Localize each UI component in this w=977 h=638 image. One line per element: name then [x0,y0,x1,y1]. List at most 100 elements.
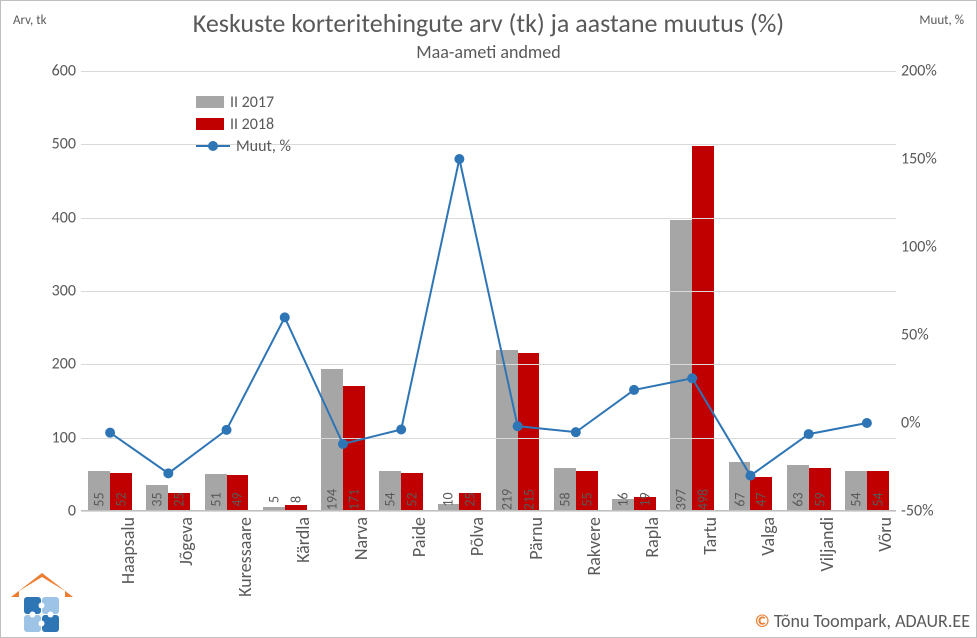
legend-marker-icon [208,141,218,151]
bar-value-label: 35 [149,492,166,506]
bar: 52 [110,473,132,511]
bar-value-label: 194 [324,489,341,510]
bar: 25 [168,493,190,511]
bar-value-label: 47 [753,492,770,506]
legend-label: II 2017 [230,93,274,112]
gridline [81,291,896,292]
bar: 219 [496,350,518,511]
bar-value-label: 51 [207,492,224,506]
y-right-tick: 150% [901,150,951,169]
bar: 63 [787,465,809,511]
y-right-axis-label: Muut, % [919,13,964,28]
bar-value-label: 63 [789,492,806,506]
bar-value-label: 16 [615,492,632,506]
bar-value-label: 54 [869,492,886,506]
bar-value-label: 52 [404,492,421,506]
bar-value-label: 58 [556,492,573,506]
copyright-icon: © [755,610,770,632]
bar: 194 [321,369,343,511]
bar: 47 [750,477,772,511]
bar-value-label: 5 [265,496,282,503]
y-left-axis-label: Arv, tk [13,13,46,28]
x-tick-label: Narva [350,517,372,560]
bar: 215 [518,353,540,511]
bar-value-label: 49 [229,492,246,506]
y-left-tick: 0 [36,502,76,521]
x-tick-label: Rakvere [583,517,605,575]
gridline [81,511,896,512]
bar: 58 [554,468,576,511]
x-tick-label: Võru [874,517,896,552]
x-tick-label: Paide [408,517,430,557]
bar: 67 [729,462,751,511]
y-left-tick: 600 [36,62,76,81]
bar: 498 [692,146,714,511]
bar: 49 [227,475,249,511]
legend-item: Muut, % [196,135,291,157]
bar-value-label: 219 [498,489,515,510]
bar-value-label: 59 [811,492,828,506]
bar: 25 [459,493,481,511]
legend-item: II 2018 [196,113,291,135]
y-left-tick: 500 [36,135,76,154]
bar-value-label: 25 [171,492,188,506]
gridline [81,364,896,365]
bar-value-label: 498 [695,489,712,510]
bar-value-label: 397 [673,489,690,510]
legend-line-icon [196,145,230,147]
legend-label: II 2018 [230,115,274,134]
y-left-tick: 300 [36,282,76,301]
x-tick-label: Haapsalu [117,517,139,584]
legend: II 2017 II 2018Muut, % [196,91,291,157]
chart-subtitle: Maa-ameti andmed [1,41,976,63]
x-tick-label: Jõgeva [175,517,197,566]
x-tick-label: Viljandi [816,517,838,571]
y-right-tick: 50% [901,326,951,345]
legend-swatch [196,96,224,108]
bar-value-label: 8 [287,496,304,503]
x-tick-label: Kuressaare [234,517,256,597]
bar-value-label: 19 [636,492,653,506]
y-right-tick: 100% [901,238,951,257]
chart-title: Keskuste korteritehingute arv (tk) ja aa… [1,7,976,39]
bar: 51 [205,474,227,511]
bar: 52 [401,473,423,511]
bar: 35 [146,485,168,511]
bar-value-label: 55 [578,492,595,506]
y-left-tick: 400 [36,208,76,227]
logo-icon [7,571,77,633]
gridline [81,438,896,439]
bar: 171 [343,386,365,511]
x-tick-label: Pärnu [525,517,547,560]
x-tick-label: Kärdla [292,517,314,563]
bar-value-label: 171 [345,489,362,510]
bar: 54 [379,471,401,511]
bar-value-label: 67 [731,492,748,506]
bar-value-label: 25 [462,492,479,506]
legend-item: II 2017 [196,91,291,113]
attribution-text: Tõnu Toompark, ADAUR.EE [774,610,970,632]
gridline [81,71,896,72]
attribution: ©Tõnu Toompark, ADAUR.EE [755,610,970,632]
y-right-tick: -50% [901,502,951,521]
bar: 54 [845,471,867,511]
bar: 55 [576,471,598,511]
x-tick-label: Valga [757,517,779,556]
y-left-tick: 200 [36,355,76,374]
gridline [81,218,896,219]
x-tick-label: Rapla [641,517,663,558]
bar-value-label: 55 [91,492,108,506]
bar: 19 [634,497,656,511]
x-tick-label: Tartu [699,517,721,555]
bar-value-label: 215 [520,489,537,510]
bar: 397 [670,220,692,511]
y-left-tick: 100 [36,428,76,447]
bar-value-label: 54 [382,492,399,506]
bar-value-label: 54 [847,492,864,506]
y-right-tick: 200% [901,62,951,81]
bar-value-label: 10 [440,492,457,506]
chart-container: Arv, tk Muut, % Keskuste korteritehingut… [0,0,977,638]
bar-value-label: 52 [113,492,130,506]
x-tick-label: Põlva [466,517,488,556]
bar: 54 [867,471,889,511]
